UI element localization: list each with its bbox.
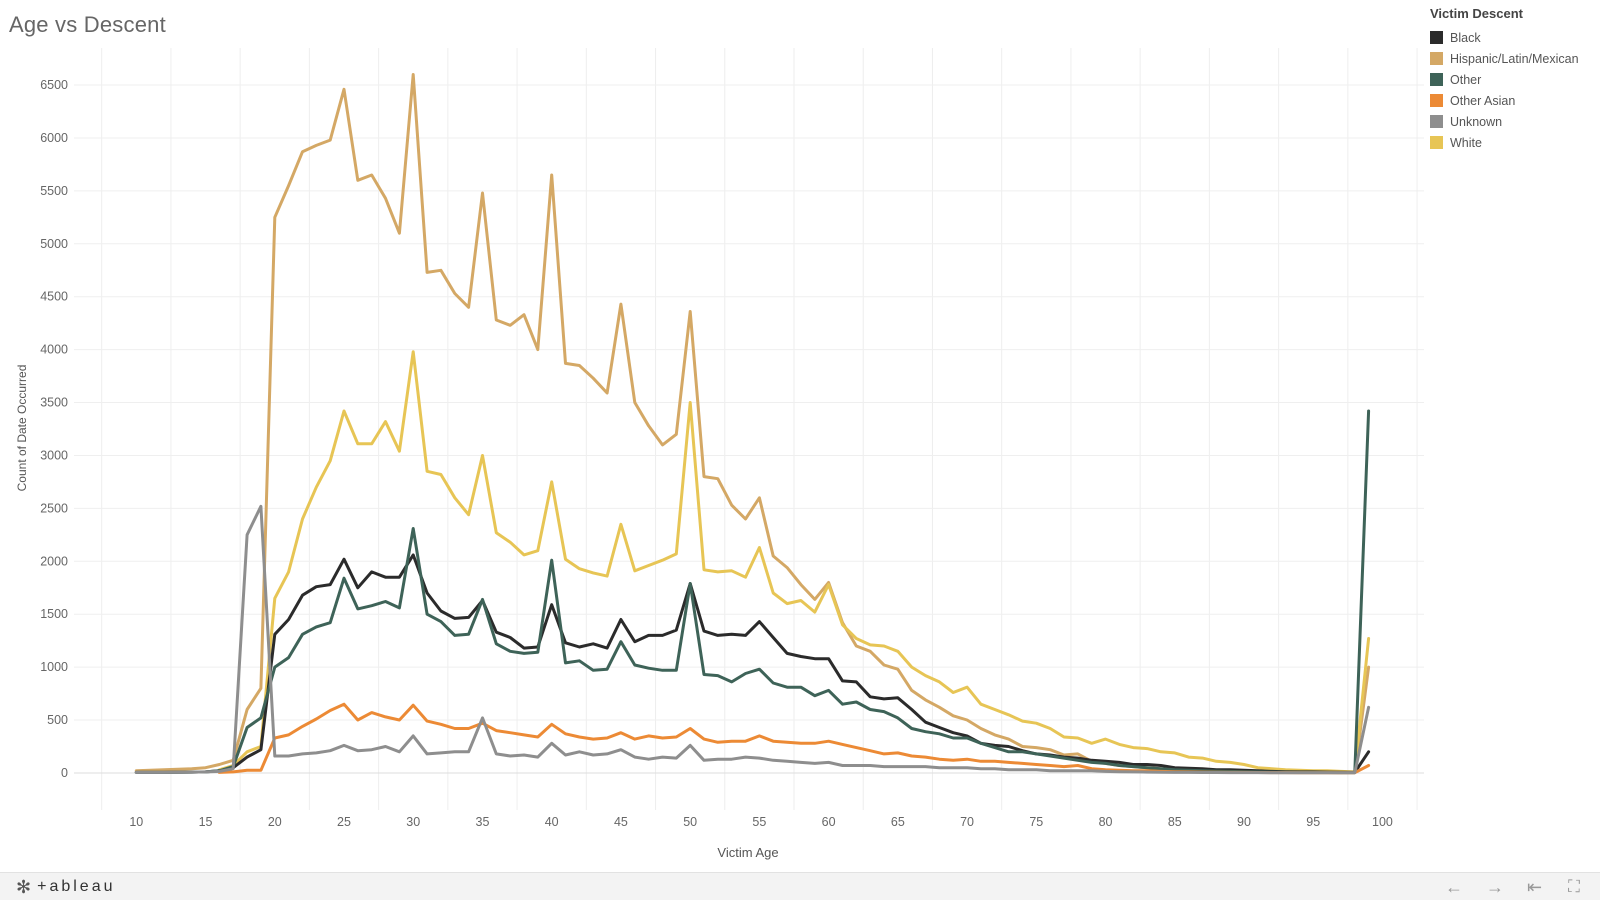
series-line-black[interactable] (134, 553, 1371, 774)
legend-item-black[interactable]: Black (1430, 27, 1600, 48)
x-tick-label: 55 (752, 815, 766, 829)
legend-label: Other Asian (1450, 93, 1516, 108)
y-tick-label: 0 (61, 766, 68, 780)
legend-item-white[interactable]: White (1430, 132, 1600, 153)
series-line-hispanic-latin-mexican[interactable] (134, 73, 1371, 775)
grid-lines (74, 48, 1424, 810)
x-axis-label: Victim Age (717, 845, 778, 860)
y-tick-label: 4500 (40, 290, 68, 304)
y-tick-label: 6000 (40, 131, 68, 145)
chart-title: Age vs Descent (9, 12, 166, 37)
legend-item-unknown[interactable]: Unknown (1430, 111, 1600, 132)
x-tick-label: 65 (891, 815, 905, 829)
y-tick-label: 2500 (40, 501, 68, 515)
y-tick-label: 3500 (40, 396, 68, 410)
legend-title: Victim Descent (1430, 6, 1523, 21)
x-tick-label: 10 (129, 815, 143, 829)
x-tick-label: 35 (476, 815, 490, 829)
legend-label: Black (1450, 30, 1481, 45)
x-tick-label: 50 (683, 815, 697, 829)
y-axis-label: Count of Date Occurred (15, 365, 29, 492)
tableau-brand[interactable]: ✻ +ableau (16, 877, 115, 897)
legend-item-other[interactable]: Other (1430, 69, 1600, 90)
legend-swatch (1430, 136, 1443, 149)
x-tick-label: 80 (1099, 815, 1113, 829)
y-tick-label: 5000 (40, 237, 68, 251)
series-line-other[interactable] (134, 409, 1371, 775)
legend-label: Other (1450, 72, 1482, 87)
legend-swatch (1430, 31, 1443, 44)
series-line-unknown[interactable] (134, 504, 1371, 775)
x-tick-label: 20 (268, 815, 282, 829)
legend-item-hispanic-latin-mexican[interactable]: Hispanic/Latin/Mexican (1430, 48, 1600, 69)
legend-label: White (1450, 135, 1482, 150)
legend-items: Black Hispanic/Latin/Mexican Other Other As… (1430, 27, 1600, 153)
x-tick-label: 100 (1372, 815, 1393, 829)
x-tick-label: 45 (614, 815, 628, 829)
axis-ticks: 10 15 20 25 30 35 40 45 50 55 60 65 70 75 80 85 90 95 1000… (40, 78, 1393, 829)
legend-swatch (1430, 52, 1443, 65)
x-tick-label: 60 (822, 815, 836, 829)
y-tick-label: 5500 (40, 184, 68, 198)
legend: Victim Descent Black Hispanic/Latin/Mexic… (1430, 6, 1600, 153)
tableau-footer-bar: ✻ +ableau ← → ⇤ ⛶ (0, 872, 1600, 900)
y-tick-label: 4000 (40, 343, 68, 357)
legend-item-other-asian[interactable]: Other Asian (1430, 90, 1600, 111)
y-tick-label: 1000 (40, 660, 68, 674)
legend-swatch (1430, 94, 1443, 107)
x-tick-label: 75 (1029, 815, 1043, 829)
legend-label: Hispanic/Latin/Mexican (1450, 51, 1579, 66)
undo-arrow-icon[interactable]: ← (1445, 877, 1463, 897)
fullscreen-icon[interactable]: ⛶ (1568, 877, 1580, 896)
x-tick-label: 70 (960, 815, 974, 829)
y-tick-label: 1500 (40, 607, 68, 621)
y-tick-label: 500 (47, 713, 68, 727)
tableau-logo-icon: ✻ (16, 877, 32, 897)
x-tick-label: 40 (545, 815, 559, 829)
x-tick-label: 90 (1237, 815, 1251, 829)
y-tick-label: 3000 (40, 448, 68, 462)
legend-swatch (1430, 73, 1443, 86)
brand-text: +ableau (37, 878, 116, 895)
x-tick-label: 85 (1168, 815, 1182, 829)
legend-swatch (1430, 115, 1443, 128)
x-tick-label: 15 (199, 815, 213, 829)
x-tick-label: 30 (406, 815, 420, 829)
legend-label: Unknown (1450, 114, 1503, 129)
x-tick-label: 25 (337, 815, 351, 829)
line-chart[interactable]: 10 15 20 25 30 35 40 45 50 55 60 65 70 75 80 85 90 95 1000… (0, 0, 1600, 872)
redo-arrow-icon[interactable]: → (1486, 877, 1504, 897)
revert-icon[interactable]: ⇤ (1527, 877, 1543, 897)
y-tick-label: 6500 (40, 78, 68, 92)
series-lines[interactable] (134, 73, 1371, 775)
y-tick-label: 2000 (40, 554, 68, 568)
series-line-white[interactable] (217, 350, 1371, 774)
x-tick-label: 95 (1306, 815, 1320, 829)
